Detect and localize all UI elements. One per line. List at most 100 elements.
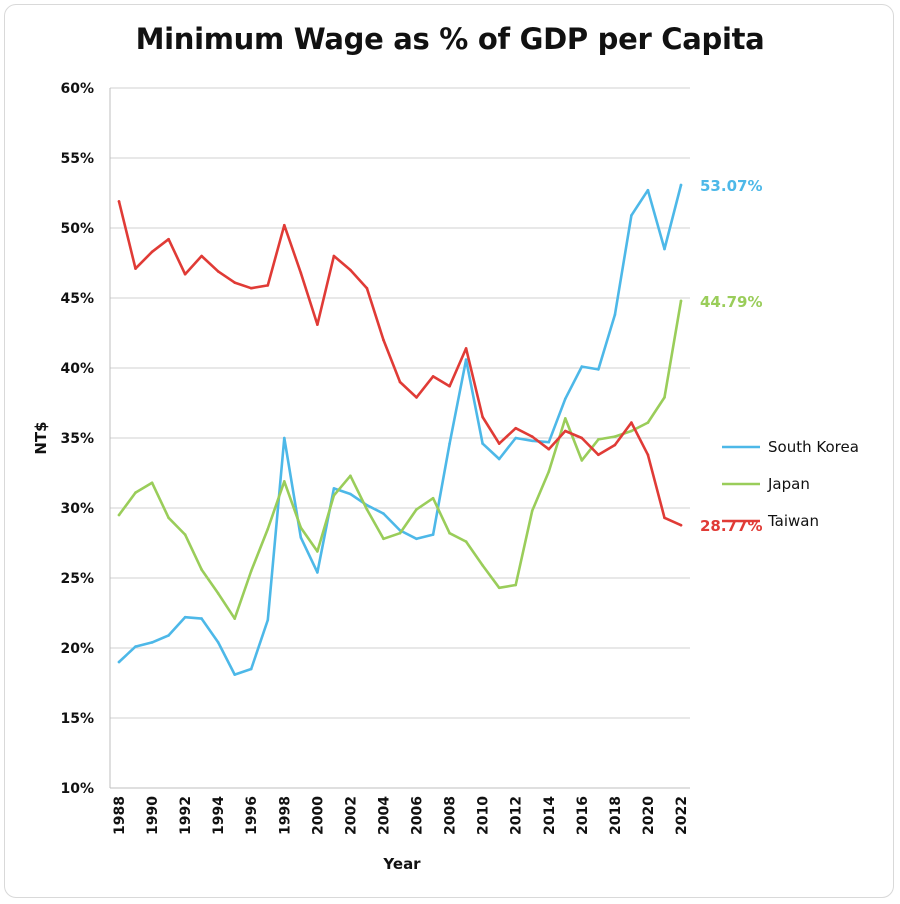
y-tick-label: 10% xyxy=(60,781,94,797)
data-point xyxy=(663,516,666,520)
data-point xyxy=(613,313,617,317)
data-point xyxy=(249,667,253,671)
data-point xyxy=(117,200,121,203)
data-point xyxy=(316,571,319,574)
data-point xyxy=(266,618,270,622)
series-lines xyxy=(117,183,683,676)
data-point xyxy=(233,673,237,676)
data-point xyxy=(597,453,600,457)
data-point xyxy=(415,537,418,541)
data-point xyxy=(679,299,683,303)
data-point xyxy=(563,417,567,420)
data-point xyxy=(299,526,303,529)
data-point xyxy=(249,569,253,573)
data-point xyxy=(514,583,518,587)
y-tick-label: 55% xyxy=(60,151,94,167)
x-tick-label: 2000 xyxy=(310,796,326,835)
y-tick-label: 60% xyxy=(60,81,94,97)
data-point xyxy=(332,494,336,497)
axes xyxy=(109,88,690,789)
legend-label: South Korea xyxy=(768,438,859,456)
data-point xyxy=(481,564,484,567)
data-point xyxy=(431,496,435,500)
data-point xyxy=(679,523,683,527)
data-point xyxy=(530,435,534,438)
y-tick-label: 45% xyxy=(60,291,94,307)
data-point xyxy=(481,415,484,419)
data-point xyxy=(216,592,220,595)
data-point xyxy=(398,380,402,384)
y-tick-label: 40% xyxy=(60,361,94,377)
data-point xyxy=(514,436,518,440)
data-point xyxy=(282,436,286,440)
data-point xyxy=(497,442,501,445)
data-point xyxy=(183,272,187,276)
data-point xyxy=(514,426,518,430)
data-point xyxy=(398,531,402,535)
data-point xyxy=(167,634,170,637)
data-point xyxy=(580,436,584,440)
data-point xyxy=(431,375,435,378)
data-point xyxy=(349,492,352,496)
data-point xyxy=(150,481,154,485)
y-tick-label: 35% xyxy=(60,431,94,447)
y-axis-label: NT$ xyxy=(32,421,50,454)
data-point xyxy=(233,281,237,284)
data-point xyxy=(183,533,187,536)
data-point xyxy=(497,457,501,461)
x-tick-labels: 1988 1990 1992 1994 1996 1998 2000 2002 2004 2006… xyxy=(112,796,690,835)
data-point xyxy=(382,512,385,515)
data-point xyxy=(332,487,336,490)
data-point xyxy=(216,641,220,644)
data-point xyxy=(464,540,468,543)
data-point xyxy=(150,250,154,254)
data-point xyxy=(663,396,666,399)
data-point xyxy=(299,271,303,275)
data-point xyxy=(316,550,319,553)
data-point xyxy=(332,254,336,258)
data-point xyxy=(349,268,352,272)
x-tick-label: 2016 xyxy=(575,796,591,835)
data-point xyxy=(233,617,237,620)
y-tick-label: 50% xyxy=(60,221,94,237)
legend-label: Taiwan xyxy=(767,512,819,530)
data-point xyxy=(563,397,567,401)
grid-lines xyxy=(110,87,690,789)
data-point xyxy=(134,645,137,648)
data-point xyxy=(200,617,203,620)
x-tick-label: 2022 xyxy=(674,796,690,835)
chart-title: Minimum Wage as % of GDP per Capita xyxy=(135,22,765,56)
y-tick-label: 25% xyxy=(60,571,94,587)
data-point xyxy=(282,223,286,227)
legend-label: Japan xyxy=(767,475,810,493)
x-tick-label: 1992 xyxy=(178,796,194,835)
y-tick-label: 15% xyxy=(60,711,94,727)
data-point xyxy=(448,384,451,388)
y-tick-labels: 10% 15% 20% 25% 30% 35% 40% 45% 50% 55% 60% xyxy=(60,81,94,797)
data-point xyxy=(448,531,451,535)
x-axis-label: Year xyxy=(382,855,421,873)
data-point xyxy=(299,536,303,539)
data-point xyxy=(167,516,170,520)
end-label-japan: 44.79% xyxy=(700,293,762,311)
x-tick-label: 2018 xyxy=(608,796,624,835)
data-point xyxy=(415,508,418,511)
legend: South Korea Japan Taiwan xyxy=(722,438,859,530)
data-point xyxy=(547,447,551,451)
data-point xyxy=(134,267,137,270)
data-point xyxy=(547,470,551,473)
data-point xyxy=(382,338,385,342)
x-tick-label: 2020 xyxy=(641,796,657,835)
x-tick-label: 2012 xyxy=(509,796,525,835)
x-tick-label: 1994 xyxy=(211,796,227,835)
data-point xyxy=(613,443,617,447)
data-point xyxy=(646,188,650,192)
data-point xyxy=(415,396,418,399)
y-tick-label: 20% xyxy=(60,641,94,657)
data-point xyxy=(630,214,633,217)
series-line-taiwan xyxy=(117,200,683,527)
x-tick-label: 1998 xyxy=(277,796,293,835)
data-point xyxy=(597,368,600,371)
x-tick-label: 2006 xyxy=(410,796,426,835)
